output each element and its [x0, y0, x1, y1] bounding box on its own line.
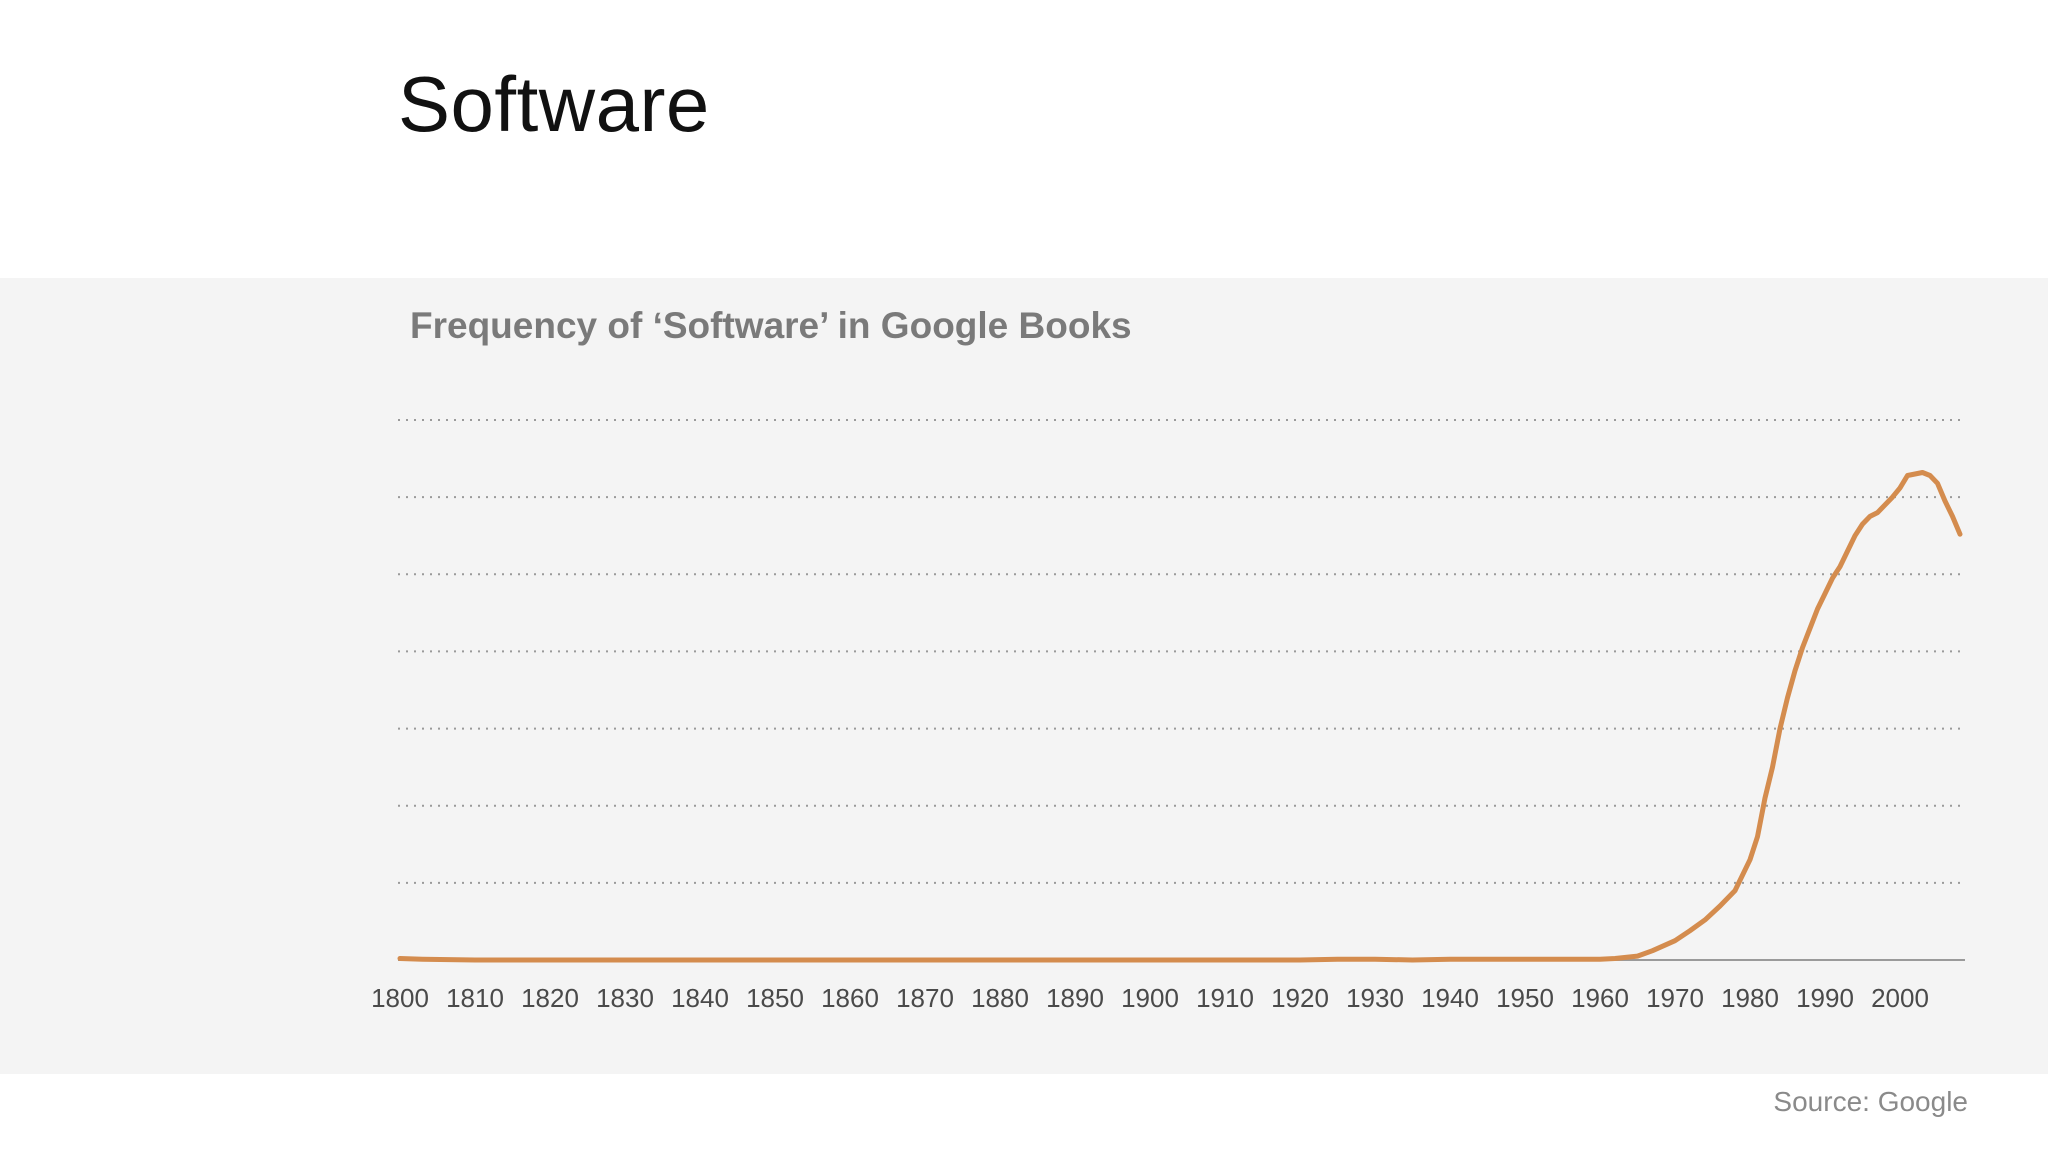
x-tick-label: 1850 [746, 983, 804, 1013]
x-tick-label: 1890 [1046, 983, 1104, 1013]
x-tick-label: 1870 [896, 983, 954, 1013]
x-tick-label: 1960 [1571, 983, 1629, 1013]
x-tick-label: 1920 [1271, 983, 1329, 1013]
x-tick-label: 1820 [521, 983, 579, 1013]
slide-title: Software [398, 60, 710, 148]
x-axis: 1800 1810 1820 1830 1840 1850 1860 1870 1880 1890… [371, 959, 1965, 1013]
x-tick-label: 2000 [1871, 983, 1929, 1013]
x-tick-label: 1950 [1496, 983, 1554, 1013]
x-tick-label: 1940 [1421, 983, 1479, 1013]
x-tick-label: 1830 [596, 983, 654, 1013]
x-tick-label: 1990 [1796, 983, 1854, 1013]
x-tick-label: 1810 [446, 983, 504, 1013]
chart-background [0, 278, 2048, 1074]
x-tick-label: 1860 [821, 983, 879, 1013]
x-tick-label: 1900 [1121, 983, 1179, 1013]
source-note: Source: Google [1773, 1086, 1968, 1117]
series-layer [397, 470, 1963, 963]
chart-title: Frequency of ‘Software’ in Google Books [410, 305, 1132, 346]
series-line [397, 470, 1963, 963]
x-tick-label: 1930 [1346, 983, 1404, 1013]
x-tick-label: 1840 [671, 983, 729, 1013]
gridlines [398, 419, 1962, 884]
x-tick-label: 1980 [1721, 983, 1779, 1013]
x-tick-label: 1800 [371, 983, 429, 1013]
x-tick-label: 1880 [971, 983, 1029, 1013]
x-tick-label: 1970 [1646, 983, 1704, 1013]
x-tick-label: 1910 [1196, 983, 1254, 1013]
